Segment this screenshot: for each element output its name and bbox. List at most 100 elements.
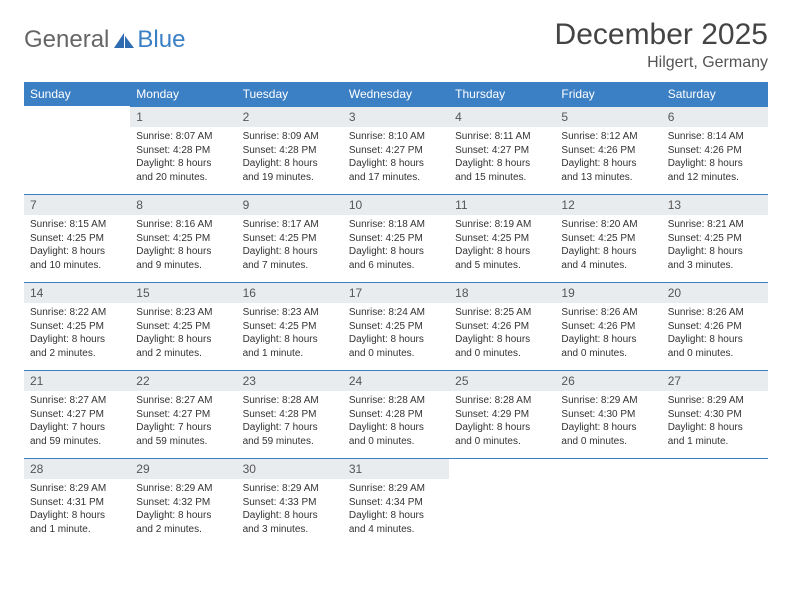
day-info: Sunrise: 8:29 AMSunset: 4:32 PMDaylight:… xyxy=(130,479,236,542)
day-info: Sunrise: 8:20 AMSunset: 4:25 PMDaylight:… xyxy=(555,215,661,278)
sunrise-value: 8:27 AM xyxy=(69,395,106,406)
day-info: Sunrise: 8:09 AMSunset: 4:28 PMDaylight:… xyxy=(237,127,343,190)
calendar-cell: 24Sunrise: 8:28 AMSunset: 4:28 PMDayligh… xyxy=(343,370,449,458)
day-number: 31 xyxy=(343,459,449,479)
sunrise-value: 8:26 AM xyxy=(707,307,744,318)
logo-text-blue: Blue xyxy=(137,26,185,54)
sunrise-value: 8:07 AM xyxy=(176,131,213,142)
day-number: 23 xyxy=(237,371,343,391)
sunset-label: Sunset: xyxy=(30,321,67,332)
sunset-label: Sunset: xyxy=(455,409,492,420)
calendar-cell: 30Sunrise: 8:29 AMSunset: 4:33 PMDayligh… xyxy=(237,458,343,546)
day-info: Sunrise: 8:21 AMSunset: 4:25 PMDaylight:… xyxy=(662,215,768,278)
sunset-value: 4:28 PM xyxy=(173,145,210,156)
day-info: Sunrise: 8:27 AMSunset: 4:27 PMDaylight:… xyxy=(24,391,130,454)
sunset-value: 4:27 PM xyxy=(67,409,104,420)
sunrise-value: 8:23 AM xyxy=(176,307,213,318)
day-number: 29 xyxy=(130,459,236,479)
sunrise-value: 8:28 AM xyxy=(388,395,425,406)
calendar-cell: 25Sunrise: 8:28 AMSunset: 4:29 PMDayligh… xyxy=(449,370,555,458)
sunrise-value: 8:09 AM xyxy=(282,131,319,142)
sunrise-label: Sunrise: xyxy=(561,307,600,318)
calendar-weekday-header: SundayMondayTuesdayWednesdayThursdayFrid… xyxy=(24,82,768,106)
weekday-label: Monday xyxy=(130,82,236,106)
calendar-cell: 1Sunrise: 8:07 AMSunset: 4:28 PMDaylight… xyxy=(130,106,236,194)
sunrise-label: Sunrise: xyxy=(561,219,600,230)
sunrise-value: 8:23 AM xyxy=(282,307,319,318)
sunset-value: 4:25 PM xyxy=(386,233,423,244)
calendar-cell: 13Sunrise: 8:21 AMSunset: 4:25 PMDayligh… xyxy=(662,194,768,282)
sunrise-label: Sunrise: xyxy=(136,395,175,406)
sunrise-value: 8:11 AM xyxy=(495,131,531,142)
sunrise-label: Sunrise: xyxy=(668,395,707,406)
sunset-value: 4:27 PM xyxy=(173,409,210,420)
sunset-value: 4:27 PM xyxy=(386,145,423,156)
sunset-value: 4:25 PM xyxy=(704,233,741,244)
calendar-cell xyxy=(449,458,555,546)
day-info: Sunrise: 8:29 AMSunset: 4:30 PMDaylight:… xyxy=(662,391,768,454)
sunset-value: 4:25 PM xyxy=(173,321,210,332)
sunset-value: 4:30 PM xyxy=(704,409,741,420)
sail-icon xyxy=(113,31,135,49)
sunset-label: Sunset: xyxy=(243,321,280,332)
sunrise-value: 8:12 AM xyxy=(601,131,638,142)
calendar-cell xyxy=(555,458,661,546)
sunset-label: Sunset: xyxy=(30,409,67,420)
sunrise-value: 8:29 AM xyxy=(282,483,319,494)
daylight-label: Daylight: xyxy=(349,246,391,257)
sunset-value: 4:30 PM xyxy=(598,409,635,420)
sunrise-label: Sunrise: xyxy=(243,395,282,406)
daylight-label: Daylight: xyxy=(668,334,710,345)
day-number: 20 xyxy=(662,283,768,303)
sunrise-value: 8:17 AM xyxy=(282,219,319,230)
sunset-value: 4:26 PM xyxy=(704,145,741,156)
calendar-cell: 31Sunrise: 8:29 AMSunset: 4:34 PMDayligh… xyxy=(343,458,449,546)
logo-text-general: General xyxy=(24,26,109,54)
sunset-value: 4:25 PM xyxy=(279,233,316,244)
sunset-value: 4:29 PM xyxy=(492,409,529,420)
day-info: Sunrise: 8:28 AMSunset: 4:29 PMDaylight:… xyxy=(449,391,555,454)
daylight-label: Daylight: xyxy=(136,510,178,521)
daylight-label: Daylight: xyxy=(349,422,391,433)
sunrise-value: 8:29 AM xyxy=(601,395,638,406)
weekday-label: Saturday xyxy=(662,82,768,106)
sunset-value: 4:25 PM xyxy=(67,321,104,332)
sunrise-label: Sunrise: xyxy=(243,483,282,494)
sunset-label: Sunset: xyxy=(243,233,280,244)
sunrise-value: 8:25 AM xyxy=(495,307,532,318)
sunrise-value: 8:29 AM xyxy=(388,483,425,494)
sunrise-label: Sunrise: xyxy=(561,395,600,406)
sunrise-label: Sunrise: xyxy=(455,395,494,406)
calendar-cell: 8Sunrise: 8:16 AMSunset: 4:25 PMDaylight… xyxy=(130,194,236,282)
day-info: Sunrise: 8:26 AMSunset: 4:26 PMDaylight:… xyxy=(555,303,661,366)
day-info: Sunrise: 8:28 AMSunset: 4:28 PMDaylight:… xyxy=(343,391,449,454)
daylight-label: Daylight: xyxy=(668,158,710,169)
sunrise-value: 8:18 AM xyxy=(388,219,425,230)
sunrise-label: Sunrise: xyxy=(349,483,388,494)
sunset-value: 4:26 PM xyxy=(704,321,741,332)
day-number: 7 xyxy=(24,195,130,215)
day-info: Sunrise: 8:29 AMSunset: 4:34 PMDaylight:… xyxy=(343,479,449,542)
sunset-value: 4:27 PM xyxy=(492,145,529,156)
weekday-label: Tuesday xyxy=(237,82,343,106)
day-number: 21 xyxy=(24,371,130,391)
calendar-cell: 15Sunrise: 8:23 AMSunset: 4:25 PMDayligh… xyxy=(130,282,236,370)
sunrise-label: Sunrise: xyxy=(455,307,494,318)
sunset-label: Sunset: xyxy=(136,497,173,508)
day-number: 11 xyxy=(449,195,555,215)
weekday-label: Thursday xyxy=(449,82,555,106)
sunset-value: 4:26 PM xyxy=(492,321,529,332)
sunset-value: 4:25 PM xyxy=(492,233,529,244)
daylight-label: Daylight: xyxy=(455,422,497,433)
calendar-body: 1Sunrise: 8:07 AMSunset: 4:28 PMDaylight… xyxy=(24,106,768,546)
sunset-label: Sunset: xyxy=(136,233,173,244)
calendar-cell: 12Sunrise: 8:20 AMSunset: 4:25 PMDayligh… xyxy=(555,194,661,282)
sunset-label: Sunset: xyxy=(668,145,705,156)
sunset-label: Sunset: xyxy=(561,233,598,244)
day-number: 5 xyxy=(555,107,661,127)
sunset-label: Sunset: xyxy=(30,497,67,508)
sunset-label: Sunset: xyxy=(349,321,386,332)
day-number: 13 xyxy=(662,195,768,215)
header: General Blue December 2025 Hilgert, Germ… xyxy=(24,18,768,72)
sunset-value: 4:25 PM xyxy=(67,233,104,244)
